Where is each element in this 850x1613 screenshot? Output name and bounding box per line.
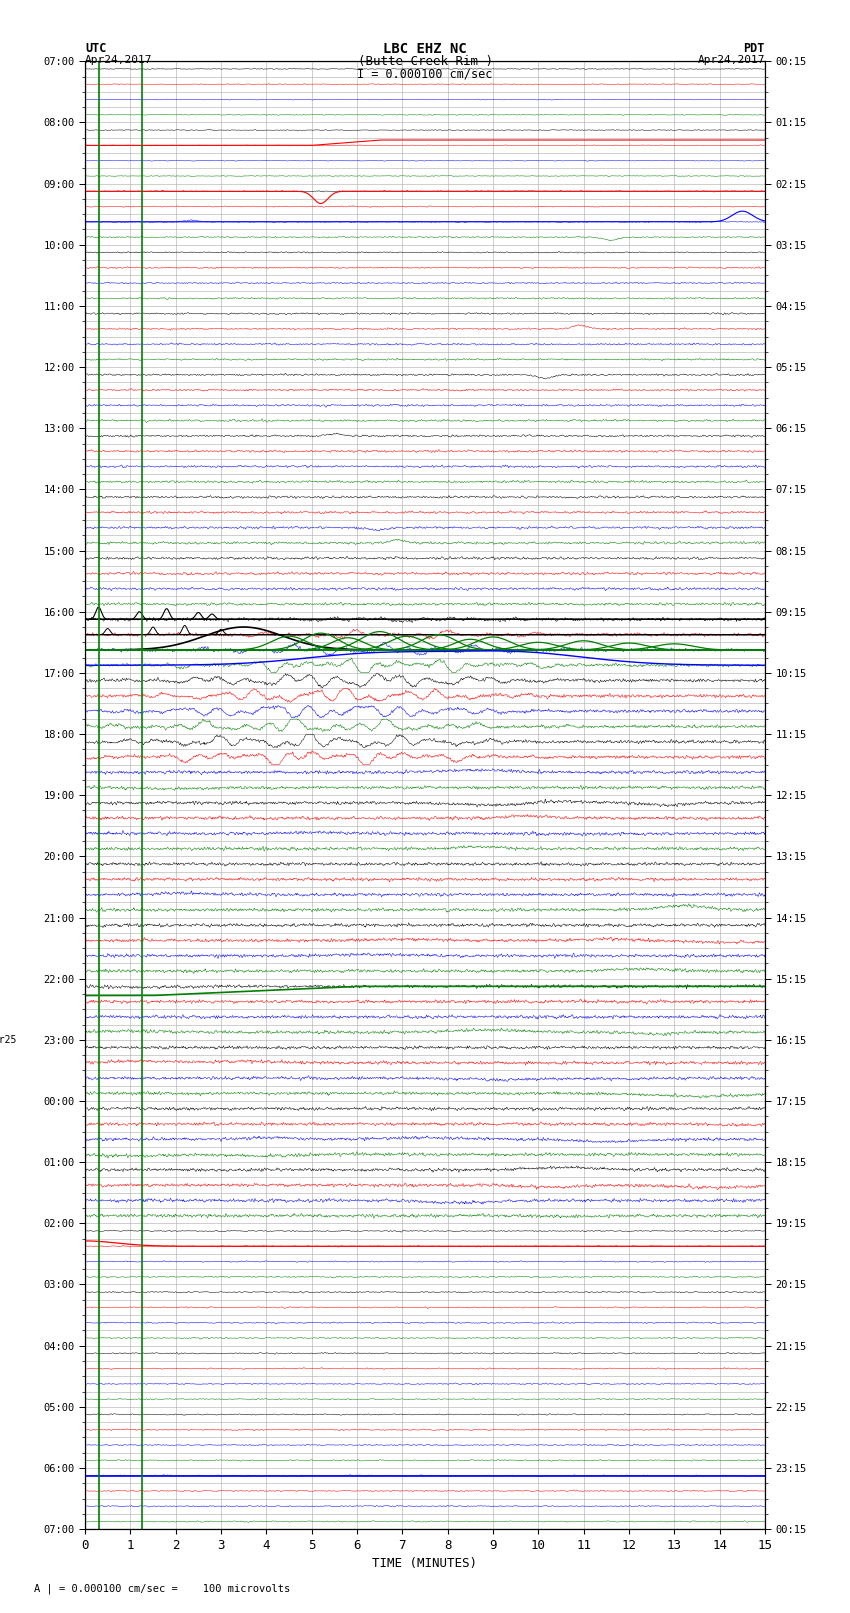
Text: PDT: PDT (744, 42, 765, 55)
Text: Apr24,2017: Apr24,2017 (698, 55, 765, 65)
Text: LBC EHZ NC: LBC EHZ NC (383, 42, 467, 56)
Text: Apr24,2017: Apr24,2017 (85, 55, 152, 65)
Text: Apr25: Apr25 (0, 1036, 17, 1045)
X-axis label: TIME (MINUTES): TIME (MINUTES) (372, 1558, 478, 1571)
Text: I = 0.000100 cm/sec: I = 0.000100 cm/sec (357, 68, 493, 81)
Text: (Butte Creek Rim ): (Butte Creek Rim ) (358, 55, 492, 68)
Text: A | = 0.000100 cm/sec =    100 microvolts: A | = 0.000100 cm/sec = 100 microvolts (34, 1582, 290, 1594)
Text: UTC: UTC (85, 42, 106, 55)
